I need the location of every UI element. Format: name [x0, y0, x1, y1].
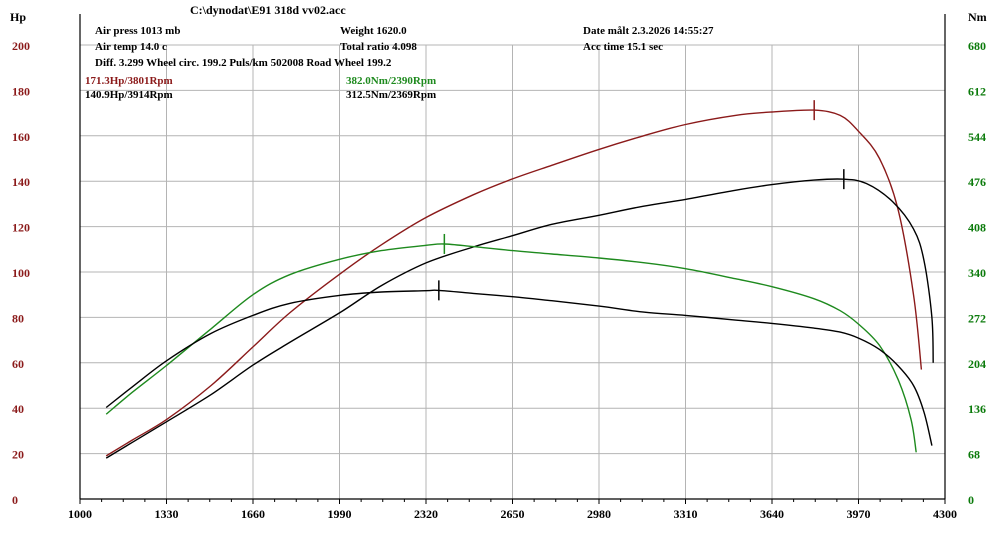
peak-hp-black: 140.9Hp/3914Rpm: [85, 89, 173, 101]
right-tick-label: 680: [968, 39, 986, 53]
x-tick-label: 3640: [760, 507, 784, 521]
air-press: Air press 1013 mb: [95, 25, 181, 37]
right-tick-label: 476: [968, 175, 986, 189]
series-line-hp_black: [105, 178, 934, 459]
x-tick-label: 2980: [587, 507, 611, 521]
file-name: C:\dynodat\E91 318d vv02.acc: [190, 3, 346, 17]
x-tick-label: 3970: [847, 507, 871, 521]
left-tick-label: 40: [12, 402, 24, 416]
total-ratio: Total ratio 4.098: [340, 41, 417, 53]
left-tick-label: 80: [12, 311, 24, 325]
diff-info: Diff. 3.299 Wheel circ. 199.2 Puls/km 50…: [95, 57, 392, 69]
weight: Weight 1620.0: [340, 25, 407, 37]
chart-grid: [79, 44, 946, 500]
left-tick-label: 200: [12, 39, 30, 53]
x-tick-label: 1000: [68, 507, 92, 521]
chart-tick-labels: 0 20 40 60 80 100 120 140 160 180 200 0 68 136 204 272 3…: [12, 39, 986, 521]
x-tick-label: 2320: [414, 507, 438, 521]
x-tick-label: 4300: [933, 507, 957, 521]
left-axis-unit: Hp: [10, 10, 27, 24]
right-axis-unit: Nm: [968, 10, 987, 24]
series-line-nm_black: [105, 289, 933, 446]
right-tick-label: 544: [968, 130, 986, 144]
air-temp: Air temp 14.0 c: [95, 41, 167, 53]
left-tick-label: 20: [12, 448, 24, 462]
x-tick-label: 1990: [328, 507, 352, 521]
x-tick-label: 3310: [674, 507, 698, 521]
x-tick-label: 1660: [241, 507, 265, 521]
left-tick-label: 0: [12, 493, 18, 507]
right-tick-label: 408: [968, 221, 986, 235]
left-tick-label: 60: [12, 357, 24, 371]
date-measured: Date målt 2.3.2026 14:55:27: [583, 25, 714, 37]
left-tick-label: 120: [12, 221, 30, 235]
peak-nm-black: 312.5Nm/2369Rpm: [346, 89, 437, 101]
chart-frame: [79, 14, 946, 504]
left-tick-label: 180: [12, 84, 30, 98]
series-line-nm_green: [105, 243, 917, 453]
right-tick-label: 136: [968, 402, 986, 416]
peak-nm-green: 382.0Nm/2390Rpm: [346, 75, 437, 87]
left-tick-label: 140: [12, 175, 30, 189]
right-tick-label: 612: [968, 84, 986, 98]
right-tick-label: 204: [968, 357, 986, 371]
right-tick-label: 272: [968, 311, 986, 325]
chart-series: [105, 100, 934, 459]
x-tick-label: 2650: [501, 507, 525, 521]
left-tick-label: 160: [12, 130, 30, 144]
right-tick-label: 340: [968, 266, 986, 280]
right-tick-label: 68: [968, 448, 980, 462]
left-tick-label: 100: [12, 266, 30, 280]
peak-hp-red: 171.3Hp/3801Rpm: [85, 75, 173, 87]
x-tick-label: 1330: [155, 507, 179, 521]
series-line-hp_red: [105, 109, 923, 457]
right-tick-label: 0: [968, 493, 974, 507]
acc-time: Acc time 15.1 sec: [583, 41, 664, 53]
